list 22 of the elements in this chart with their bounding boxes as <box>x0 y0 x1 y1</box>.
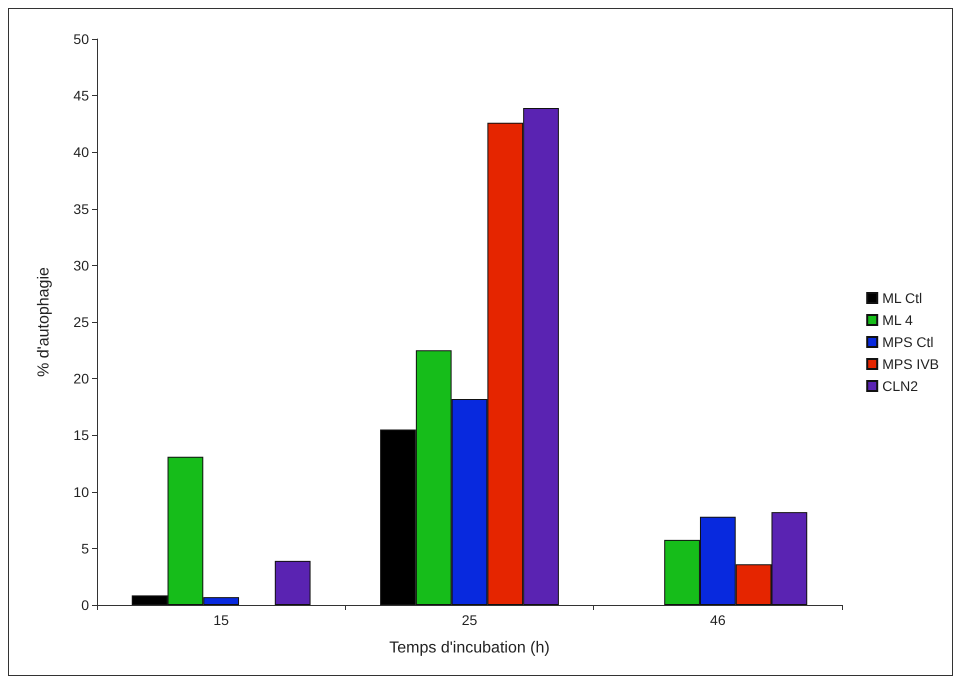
y-tick-label: 20 <box>73 370 90 387</box>
y-axis-title: % d'autophagie <box>36 266 52 377</box>
legend-label: CLN2 <box>882 378 918 394</box>
y-tick-label: 0 <box>81 597 90 613</box>
y-tick-label: 45 <box>73 88 90 104</box>
y-tick-label: 35 <box>73 200 90 217</box>
x-tick-label: 25 <box>462 612 478 628</box>
y-tick-label: 40 <box>73 144 90 160</box>
legend-label: MPS Ctl <box>882 334 934 350</box>
y-tick-label: 50 <box>73 31 90 47</box>
bar <box>274 560 311 605</box>
y-tick-label: 30 <box>73 257 90 274</box>
y-tick-label: 5 <box>81 540 90 556</box>
legend-label: ML Ctl <box>882 290 922 306</box>
y-tick-label: 25 <box>73 314 90 330</box>
x-tick-label: 46 <box>710 612 726 628</box>
x-axis-title: Temps d'incubation (h) <box>389 640 550 656</box>
y-tick-label: 10 <box>73 484 90 500</box>
legend-label: ML 4 <box>882 312 914 328</box>
y-tick-label: 15 <box>73 427 90 444</box>
legend-label: MPS IVB <box>882 356 940 372</box>
x-tick-label: 15 <box>213 612 230 628</box>
